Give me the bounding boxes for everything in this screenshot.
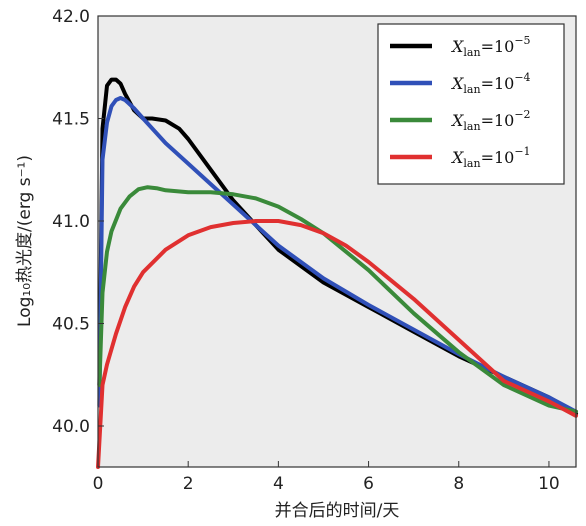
y-tick-label-2: 41.0: [52, 212, 90, 232]
y-axis-title: Log₁₀热光度/(erg s⁻¹): [15, 155, 35, 327]
ticks-layer: 0 2 4 6 8 10 40.0 40.5 41.0 41.5 42.0: [52, 7, 560, 494]
series-line-4: [96, 219, 578, 469]
series-layer: [96, 77, 578, 469]
series-line-2: [97, 96, 578, 414]
x-tick-label-4: 8: [453, 474, 464, 494]
legend-label-4: Xlan=10−1: [450, 145, 531, 170]
y-tick-label-1: 40.5: [52, 315, 90, 335]
x-tick-label-1: 2: [183, 474, 194, 494]
x-tick-label-2: 4: [273, 474, 284, 494]
legend-label-2: Xlan=10−4: [450, 71, 531, 96]
x-tick-label-5: 10: [538, 474, 560, 494]
y-tick-label-0: 40.0: [52, 417, 90, 437]
legend: Xlan=10−5 Xlan=10−4 Xlan=10−2 Xlan=10−1: [377, 23, 565, 185]
legend-label-3: Xlan=10−2: [450, 108, 531, 133]
series-line-3: [97, 185, 578, 414]
x-tick-label-0: 0: [93, 474, 104, 494]
y-tick-label-4: 42.0: [52, 7, 90, 27]
x-axis-title: 并合后的时间/天: [275, 501, 400, 521]
legend-label-1: Xlan=10−5: [450, 34, 531, 59]
y-tick-label-3: 41.5: [52, 110, 90, 130]
plot-frame: [97, 15, 577, 468]
x-tick-label-3: 6: [363, 474, 374, 494]
